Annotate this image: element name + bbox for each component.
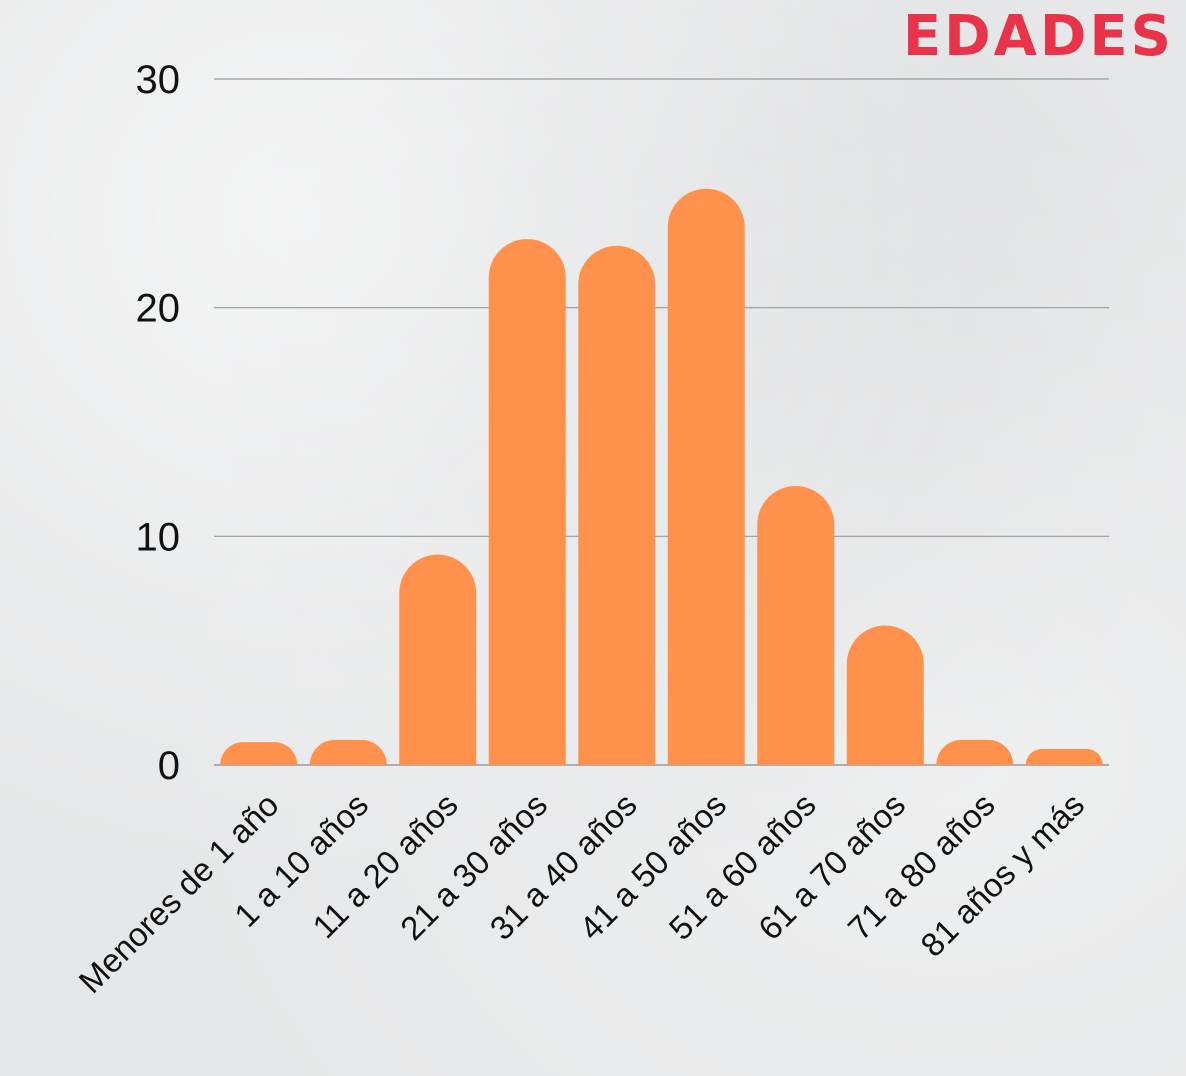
bar-1 xyxy=(220,742,298,765)
bar-9 xyxy=(936,739,1014,765)
bar-10 xyxy=(1025,748,1103,765)
bar-8 xyxy=(846,625,924,765)
y-tick-label: 20 xyxy=(136,287,181,331)
x-tick-label: 81 años y más xyxy=(913,786,1091,964)
bars xyxy=(220,188,1103,766)
bar-6 xyxy=(667,188,745,765)
gridlines xyxy=(214,78,1109,766)
y-tick-label: 10 xyxy=(136,515,181,559)
y-tick-label: 30 xyxy=(136,58,181,102)
bar-4 xyxy=(488,239,566,766)
y-tick-label: 0 xyxy=(158,744,180,788)
bar-3 xyxy=(399,554,477,765)
y-axis-ticks: 0 10 20 30 xyxy=(136,58,181,788)
bar-5 xyxy=(578,245,656,766)
chart-title: EDADES xyxy=(902,4,1174,69)
bar-2 xyxy=(309,739,387,765)
bar-7 xyxy=(757,486,835,765)
